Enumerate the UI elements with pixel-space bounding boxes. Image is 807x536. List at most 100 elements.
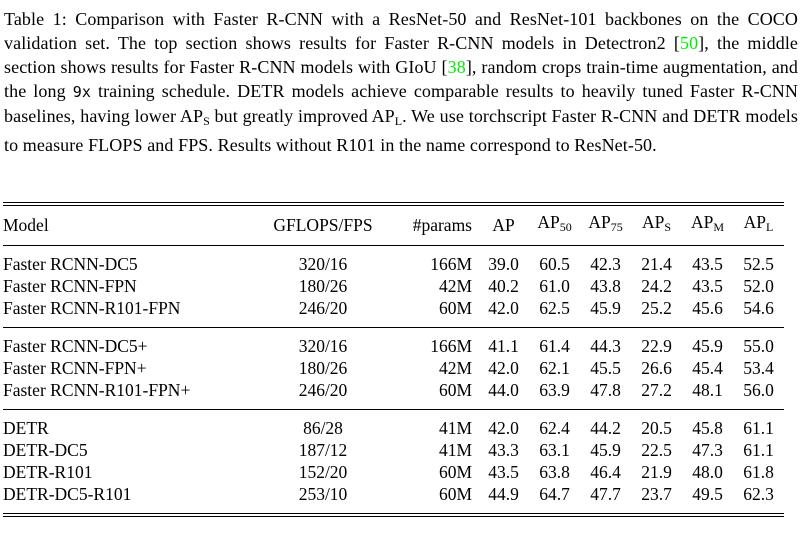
value-cell: 246/20: [298, 298, 348, 318]
value-cell: 25.2: [641, 298, 672, 318]
value-cell: 20.5: [641, 418, 672, 438]
value-cell: 45.9: [590, 298, 621, 318]
table-section: Faster RCNN-DC5 320/16 166M 39.0 60.5 42.3 21.…: [3, 245, 784, 328]
value-cell: 52.0: [743, 276, 774, 296]
subscript: S: [664, 220, 672, 234]
value-cell: 52.5: [743, 254, 774, 274]
value-cell: 61.8: [743, 462, 774, 482]
value-cell: 61.1: [743, 440, 774, 460]
value-cell: 44.2: [590, 418, 621, 438]
value-cell: 60M: [438, 484, 472, 504]
value-cell: 45.4: [692, 358, 723, 378]
value-cell: 40.2: [488, 276, 519, 296]
value-cell: 166M: [430, 336, 472, 356]
subscript: L: [394, 114, 403, 128]
model-cell: Faster RCNN-R101-FPN+: [3, 380, 191, 400]
column-header: AP: [478, 204, 529, 246]
value-cell: 320/16: [298, 336, 348, 356]
value-cell: 47.3: [692, 440, 723, 460]
value-cell: 27.2: [641, 380, 672, 400]
value-cell: 45.8: [692, 418, 723, 438]
value-cell: 86/28: [303, 418, 343, 438]
value-cell: 47.8: [590, 380, 621, 400]
column-header-label: AP: [743, 212, 767, 232]
column-header-label: Model: [3, 214, 49, 235]
column-header-label: GFLOPS/FPS: [273, 214, 373, 235]
model-cell: Faster RCNN-DC5+: [3, 336, 148, 356]
table-row: DETR-DC5-R101 253/10 60M 44.9 64.7 47.7 23.7 49…: [3, 483, 784, 515]
table-section: DETR 86/28 41M 42.0 62.4 44.2 20.5 45.8 61.1 DETR…: [3, 409, 784, 516]
subscript: L: [766, 220, 774, 234]
value-cell: 60.5: [539, 254, 570, 274]
column-header: Model: [3, 204, 253, 246]
value-cell: 47.7: [590, 484, 621, 504]
subscript: S: [203, 114, 210, 128]
value-cell: 42.0: [488, 418, 519, 438]
value-cell: 166M: [430, 254, 472, 274]
value-cell: 187/12: [298, 440, 348, 460]
caption-text: ], random crops train-time augmentation,…: [4, 57, 798, 101]
value-cell: 49.5: [692, 484, 723, 504]
value-cell: 55.0: [743, 336, 774, 356]
value-cell: 43.5: [488, 462, 519, 482]
value-cell: 42.0: [488, 298, 519, 318]
value-cell: 45.6: [692, 298, 723, 318]
citation-ref-50[interactable]: 50: [679, 33, 699, 53]
column-header: APM: [682, 204, 733, 246]
value-cell: 60M: [438, 298, 472, 318]
column-header: #params: [393, 204, 478, 246]
table-row: Faster RCNN-FPN+ 180/26 42M 42.0 62.1 45.5 26.…: [3, 357, 784, 379]
column-header-label: AP: [690, 212, 714, 232]
model-cell: Faster RCNN-FPN: [3, 276, 137, 296]
value-cell: 54.6: [743, 298, 774, 318]
value-cell: 43.5: [692, 254, 723, 274]
column-header-label: AP: [588, 212, 611, 232]
value-cell: 62.4: [539, 418, 570, 438]
model-cell: DETR-R101: [3, 462, 93, 482]
citation-ref-38[interactable]: 38: [447, 57, 466, 77]
value-cell: 39.0: [488, 254, 519, 274]
value-cell: 42.0: [488, 358, 519, 378]
value-cell: 246/20: [298, 380, 348, 400]
value-cell: 45.5: [590, 358, 621, 378]
value-cell: 21.4: [641, 254, 672, 274]
value-cell: 41M: [438, 440, 472, 460]
table-section: Faster RCNN-DC5+ 320/16 166M 41.1 61.4 44.3 22…: [3, 327, 784, 410]
table-row: DETR-R101 152/20 60M 43.5 63.8 46.4 21.9 48.0 61…: [3, 461, 784, 483]
column-header: GFLOPS/FPS: [253, 204, 393, 246]
model-cell: Faster RCNN-R101-FPN: [3, 298, 181, 318]
table-row: DETR 86/28 41M 42.0 62.4 44.2 20.5 45.8 61.1: [3, 410, 784, 440]
value-cell: 43.5: [692, 276, 723, 296]
value-cell: 48.0: [692, 462, 723, 482]
table-caption: Table 1: Comparison with Faster R-CNN wi…: [0, 0, 801, 198]
caption-text: ], the middle section shows results for …: [4, 33, 799, 77]
value-cell: 26.6: [641, 358, 672, 378]
table-row: Faster RCNN-FPN 180/26 42M 40.2 61.0 43.8 24.2…: [3, 275, 784, 297]
caption-text: . We use torchscript Faster R-CNN and DE…: [4, 106, 798, 155]
value-cell: 60M: [438, 462, 472, 482]
value-cell: 64.7: [539, 484, 570, 504]
value-cell: 320/16: [298, 254, 348, 274]
value-cell: 56.0: [743, 380, 774, 400]
subscript: 75: [610, 220, 623, 234]
subscript: 50: [559, 220, 572, 234]
value-cell: 53.4: [743, 358, 774, 378]
value-cell: 180/26: [298, 276, 348, 296]
results-table: Model GFLOPS/FPS #params AP AP50 AP75 APS APM AP…: [3, 202, 784, 517]
value-cell: 180/26: [298, 358, 348, 378]
table-header: Model GFLOPS/FPS #params AP AP50 AP75 APS APM AP…: [3, 204, 784, 246]
value-cell: 45.9: [692, 336, 723, 356]
value-cell: 42M: [438, 358, 472, 378]
value-cell: 42M: [438, 276, 472, 296]
model-cell: DETR-DC5: [3, 440, 88, 460]
table-row: Faster RCNN-DC5 320/16 166M 39.0 60.5 42.3 21.…: [3, 246, 784, 276]
column-header-label: AP: [537, 212, 560, 232]
model-cell: Faster RCNN-DC5: [3, 254, 138, 274]
value-cell: 24.2: [641, 276, 672, 296]
column-header: APS: [631, 204, 682, 246]
column-header: AP50: [529, 204, 580, 246]
value-cell: 44.3: [590, 336, 621, 356]
value-cell: 63.1: [539, 440, 570, 460]
column-header-label: AP: [641, 212, 665, 232]
value-cell: 61.1: [743, 418, 774, 438]
